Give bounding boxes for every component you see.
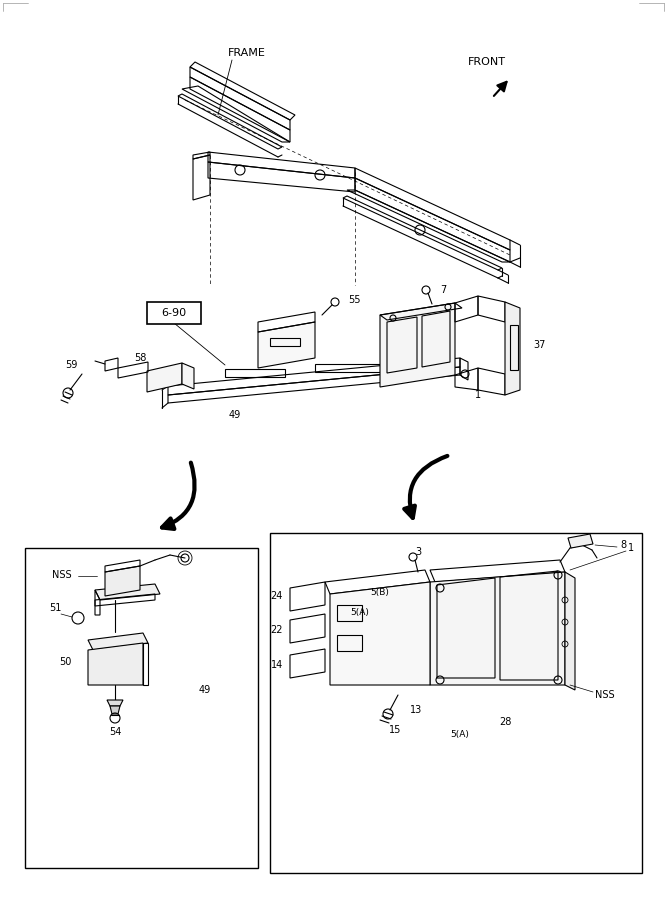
Text: 49: 49 (199, 685, 211, 695)
Text: 49: 49 (229, 410, 241, 420)
Polygon shape (182, 363, 194, 389)
Polygon shape (147, 363, 182, 392)
Bar (270, 338, 300, 346)
Polygon shape (107, 700, 123, 706)
Text: 37: 37 (533, 340, 546, 350)
Polygon shape (565, 572, 575, 690)
Text: 24: 24 (271, 591, 283, 601)
Text: 7: 7 (440, 285, 446, 295)
Text: 15: 15 (389, 725, 401, 735)
Polygon shape (88, 643, 143, 685)
Text: 22: 22 (271, 625, 283, 635)
Polygon shape (95, 584, 160, 600)
Polygon shape (105, 566, 140, 596)
Text: 3: 3 (415, 547, 421, 557)
Polygon shape (110, 706, 120, 714)
Polygon shape (380, 303, 455, 387)
Text: 50: 50 (59, 657, 71, 667)
Text: FRAME: FRAME (228, 48, 266, 58)
Text: 5(A): 5(A) (351, 608, 370, 616)
Text: 1: 1 (628, 543, 634, 553)
Text: 54: 54 (109, 727, 121, 737)
Bar (510, 325, 518, 370)
Text: 51: 51 (49, 603, 61, 613)
Text: NSS: NSS (52, 570, 72, 580)
Text: 1: 1 (475, 390, 481, 400)
FancyBboxPatch shape (147, 302, 201, 324)
Polygon shape (88, 633, 148, 650)
Text: FRONT: FRONT (468, 57, 506, 67)
Text: 8: 8 (620, 540, 626, 550)
Text: 5(B): 5(B) (371, 589, 390, 598)
Text: NSS: NSS (595, 690, 614, 700)
Polygon shape (430, 572, 565, 685)
Text: 58: 58 (134, 353, 146, 363)
Text: 28: 28 (499, 717, 511, 727)
Text: 5(A): 5(A) (451, 731, 470, 740)
Bar (337, 635, 362, 651)
Polygon shape (568, 534, 593, 548)
Bar (225, 369, 285, 377)
Text: 55: 55 (348, 295, 360, 305)
Text: 13: 13 (410, 705, 422, 715)
Text: 59: 59 (65, 360, 78, 370)
Polygon shape (330, 582, 430, 685)
Polygon shape (258, 322, 315, 368)
Polygon shape (505, 302, 520, 395)
Bar (270, 533, 642, 873)
Bar (337, 605, 362, 621)
Bar (25, 548, 258, 868)
Text: 14: 14 (271, 660, 283, 670)
Text: 6-90: 6-90 (161, 308, 187, 318)
Bar (315, 364, 380, 372)
